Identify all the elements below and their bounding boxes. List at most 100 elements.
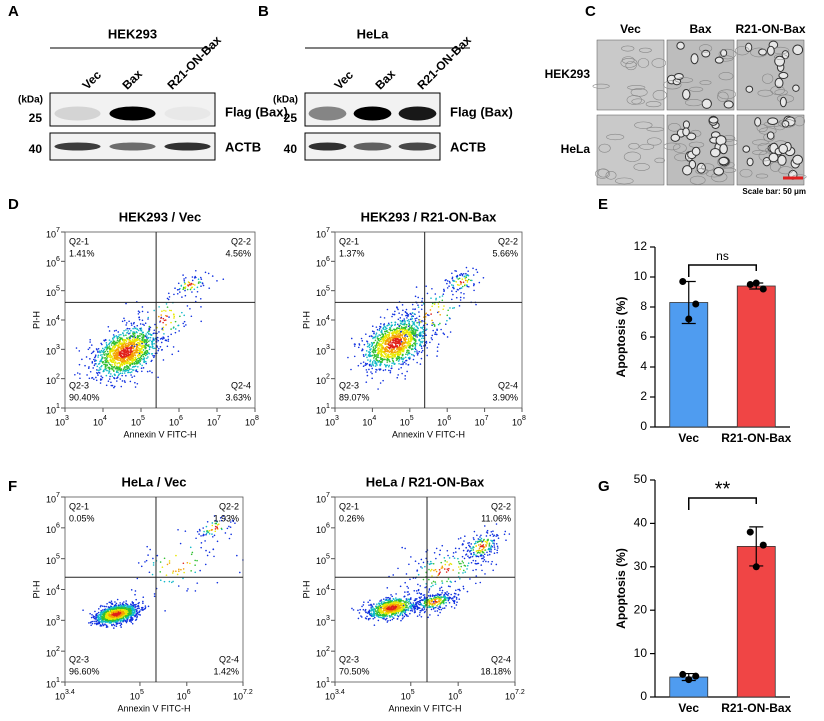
event-dot — [117, 607, 120, 610]
event-dot — [391, 599, 394, 602]
event-dot — [113, 606, 115, 609]
x-tick-label: R21-ON-Bax — [721, 431, 791, 445]
event-dot — [186, 561, 189, 564]
event-dot — [89, 621, 92, 624]
event-dot — [413, 324, 416, 326]
event-dot — [385, 339, 388, 341]
event-dot — [137, 310, 140, 312]
y-tick-exponent: 1 — [56, 403, 60, 410]
event-dot — [414, 319, 417, 322]
event-dot — [108, 370, 110, 372]
event-dot — [416, 361, 418, 364]
event-dot — [113, 365, 116, 368]
event-dot — [102, 361, 105, 363]
cell — [701, 49, 711, 58]
event-dot — [104, 350, 107, 353]
event-dot — [166, 315, 168, 317]
event-dot — [390, 321, 393, 324]
event-dot — [396, 340, 398, 343]
event-dot — [126, 364, 128, 367]
event-dot — [398, 329, 401, 332]
event-cloud — [351, 523, 511, 626]
event-dot — [184, 530, 187, 532]
event-dot — [120, 354, 122, 357]
event-dot — [190, 282, 192, 285]
event-dot — [397, 357, 399, 360]
event-dot — [403, 601, 406, 603]
event-dot — [109, 611, 111, 614]
event-dot — [134, 356, 136, 359]
event-dot — [411, 608, 413, 610]
event-dot — [400, 322, 402, 324]
event-dot — [399, 324, 401, 327]
event-dot — [403, 318, 405, 320]
event-dot — [117, 616, 120, 618]
event-dot — [129, 613, 132, 615]
event-dot — [372, 346, 375, 348]
event-dot — [115, 329, 117, 332]
event-dot — [453, 287, 455, 290]
event-dot — [174, 287, 176, 290]
y-tick-exponent: 4 — [56, 584, 60, 591]
event-dot — [379, 343, 381, 346]
event-dot — [133, 349, 135, 351]
event-dot — [110, 340, 112, 343]
event-dot — [211, 533, 213, 535]
cell — [699, 80, 712, 86]
event-dot — [407, 318, 410, 321]
event-dot — [156, 554, 159, 557]
event-dot — [402, 323, 405, 325]
event-dot — [125, 602, 127, 605]
y-tick-label: 10 — [46, 229, 56, 239]
event-dot — [200, 320, 202, 323]
event-dot — [120, 385, 123, 388]
event-dot — [354, 343, 356, 346]
event-dot — [163, 557, 166, 560]
event-dot — [399, 317, 402, 319]
event-dot — [157, 339, 160, 342]
event-dot — [131, 376, 133, 379]
event-dot — [405, 359, 407, 362]
event-dot — [147, 337, 149, 340]
event-dot — [374, 365, 377, 367]
event-dot — [370, 355, 373, 357]
event-dot — [128, 347, 131, 349]
event-dot — [112, 353, 115, 355]
event-dot — [194, 276, 197, 279]
event-dot — [137, 313, 140, 315]
event-dot — [118, 609, 120, 611]
y-tick-exponent: 7 — [56, 227, 60, 234]
event-dot — [166, 297, 169, 300]
event-dot — [105, 358, 108, 360]
event-dot — [391, 324, 394, 327]
event-dot — [100, 625, 103, 627]
event-dot — [140, 565, 143, 568]
event-dot — [138, 613, 140, 616]
event-dot — [398, 344, 401, 347]
cell — [595, 168, 611, 179]
band-label: Flag (Bax) — [450, 104, 513, 119]
event-dot — [129, 361, 131, 364]
event-dot — [400, 340, 403, 343]
event-dot — [363, 343, 366, 346]
event-dot — [384, 347, 387, 350]
event-dot — [114, 343, 117, 345]
panel-letter: F — [8, 478, 17, 495]
quadrant-name: Q2-2 — [219, 501, 239, 511]
event-dot — [415, 317, 418, 319]
event-dot — [397, 327, 400, 330]
event-dot — [439, 314, 442, 316]
event-dot — [385, 596, 387, 599]
event-dot — [131, 335, 133, 338]
cell — [756, 123, 768, 133]
event-dot — [422, 326, 424, 328]
event-dot — [366, 374, 369, 377]
cell — [628, 142, 640, 150]
event-dot — [160, 337, 163, 340]
event-dot — [108, 339, 111, 341]
event-dot — [112, 623, 115, 626]
event-dot — [120, 358, 123, 360]
event-dot — [383, 350, 386, 353]
cell — [686, 132, 697, 141]
event-dot — [114, 350, 117, 353]
